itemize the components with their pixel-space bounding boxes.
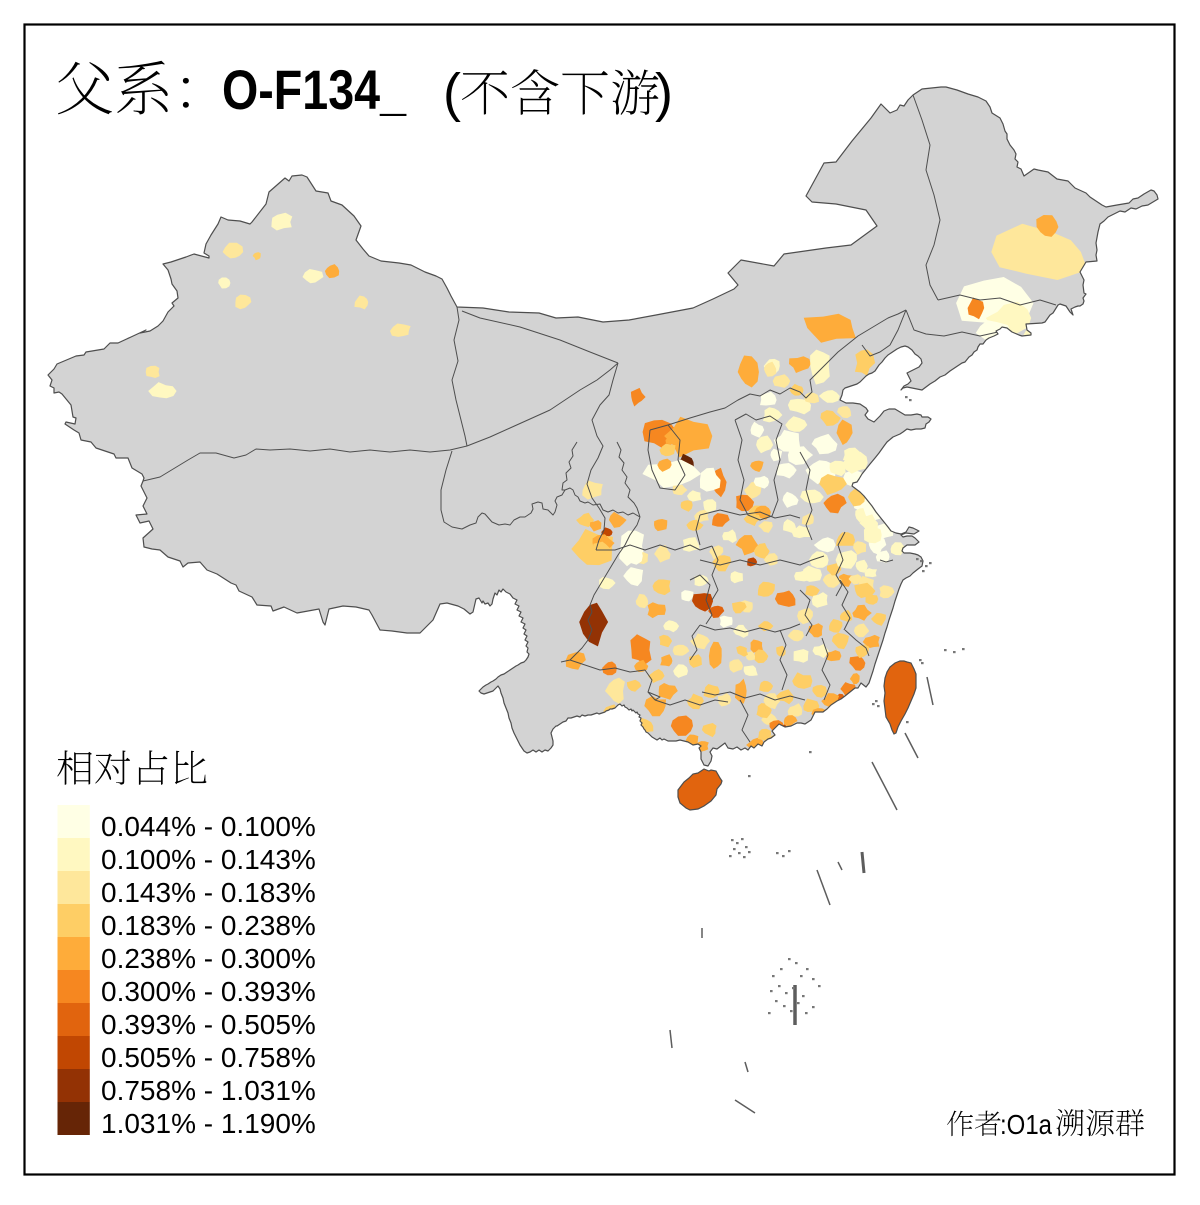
svg-text:0.183% - 0.238%: 0.183% - 0.238%: [101, 910, 316, 941]
svg-text:0.100% - 0.143%: 0.100% - 0.143%: [101, 844, 316, 875]
svg-text:0.505% - 0.758%: 0.505% - 0.758%: [101, 1042, 316, 1073]
svg-text:0.393% - 0.505%: 0.393% - 0.505%: [101, 1009, 316, 1040]
svg-text:1.031% - 1.190%: 1.031% - 1.190%: [101, 1108, 316, 1139]
svg-text:(: (: [443, 63, 461, 123]
svg-text:0.143% - 0.183%: 0.143% - 0.183%: [101, 877, 316, 908]
svg-text:): ): [655, 63, 673, 123]
svg-text:0.300% - 0.393%: 0.300% - 0.393%: [101, 976, 316, 1007]
svg-text:0.238% - 0.300%: 0.238% - 0.300%: [101, 943, 316, 974]
svg-text:0.044% - 0.100%: 0.044% - 0.100%: [101, 811, 316, 842]
svg-text::O1a: :O1a: [1000, 1109, 1052, 1140]
svg-text:O-F134_: O-F134_: [222, 58, 407, 121]
svg-text:0.758% - 1.031%: 0.758% - 1.031%: [101, 1075, 316, 1106]
